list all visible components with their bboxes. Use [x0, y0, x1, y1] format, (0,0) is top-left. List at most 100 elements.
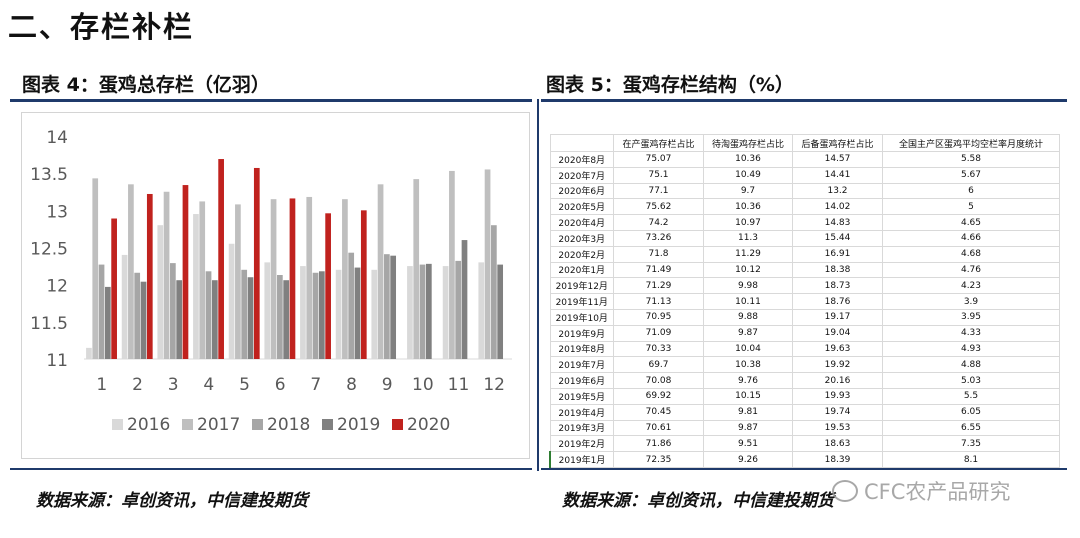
table-cell: 7.35 [882, 435, 1060, 453]
row-label: 2019年11月 [549, 293, 614, 310]
x-tick-label: 3 [168, 375, 179, 395]
table-cell: 20.16 [792, 372, 883, 389]
table-cell: 4.33 [882, 324, 1060, 342]
table-row: 2019年4月 70.45 9.81 19.74 6.05 [549, 403, 1060, 421]
row-label: 2019年6月 [549, 372, 614, 389]
table-cell: 10.38 [703, 356, 793, 374]
table-cell: 19.04 [792, 324, 883, 342]
row-label: 2020年5月 [549, 198, 614, 216]
column-header: 在产蛋鸡存栏占比 [613, 134, 704, 152]
x-tick-label: 2 [132, 375, 143, 395]
table-row: 2019年12月 71.29 9.98 18.73 4.23 [549, 277, 1060, 295]
bar-2017-2 [128, 184, 134, 359]
table-row: 2020年2月 71.8 11.29 16.91 4.68 [549, 245, 1060, 263]
legend-label-2016: 2016 [127, 415, 170, 435]
table-cell: 70.08 [613, 372, 704, 389]
table-row: 2019年11月 71.13 10.11 18.76 3.9 [549, 293, 1060, 310]
table-cell: 19.53 [792, 419, 883, 437]
bar-2018-5 [241, 269, 248, 359]
bar-2020-6 [289, 198, 296, 359]
table-cell: 73.26 [613, 229, 704, 247]
table-cell: 4.88 [882, 356, 1060, 374]
table-cell: 19.93 [792, 387, 883, 405]
table-row: 2019年6月 70.08 9.76 20.16 5.03 [549, 372, 1060, 389]
x-tick-label: 11 [448, 375, 470, 395]
y-tick-label: 13.5 [30, 165, 68, 185]
bar-2018-9 [384, 254, 390, 359]
table-cell: 10.49 [703, 166, 793, 184]
bottom-rule-left [10, 468, 532, 470]
section-title: 二、存栏补栏 [8, 10, 195, 44]
x-tick-label: 1 [96, 375, 107, 395]
table-cell: 10.04 [703, 340, 793, 358]
table-row: 2019年1月 72.35 9.26 18.39 8.1 [549, 451, 1060, 468]
top-rule-right [541, 99, 1067, 102]
y-tick-label: 11.5 [30, 314, 68, 334]
legend-swatch-2020 [392, 419, 403, 430]
table-row: 2019年8月 70.33 10.04 19.63 4.93 [549, 340, 1060, 358]
table-cell: 16.91 [792, 245, 883, 263]
table-cell: 3.95 [882, 308, 1060, 326]
bar-2019-6 [283, 280, 290, 359]
bar-2019-7 [318, 271, 325, 359]
bar-2020-8 [360, 210, 367, 359]
column-header: 后备蛋鸡存栏占比 [792, 134, 883, 152]
table-container: 在产蛋鸡存栏占比 待淘蛋鸡存栏占比 后备蛋鸡存栏占比 全国主产区蛋鸡平均空栏率月度统计… [549, 134, 1060, 468]
table-cell: 71.09 [613, 324, 704, 342]
table-row: 2020年4月 74.2 10.97 14.83 4.65 [549, 214, 1060, 231]
column-header: 全国主产区蛋鸡平均空栏率月度统计 [882, 134, 1060, 152]
table-cell: 5.5 [882, 387, 1060, 405]
bar-2020-7 [325, 213, 331, 359]
bar-2016-5 [228, 243, 235, 359]
bar-2016-11 [442, 266, 449, 359]
x-tick-label: 9 [382, 375, 393, 395]
bar-2016-6 [264, 262, 271, 359]
table-cell: 69.7 [613, 356, 704, 374]
x-tick-label: 8 [346, 375, 357, 395]
table-cell: 6 [882, 182, 1060, 200]
figure5-title: 图表 5：蛋鸡存栏结构（%） [546, 74, 794, 96]
legend-swatch-2019 [322, 419, 333, 430]
bar-2020-4 [218, 159, 224, 359]
legend-label-2019: 2019 [337, 415, 380, 435]
table-row: 2019年9月 71.09 9.87 19.04 4.33 [549, 324, 1060, 342]
table-cell: 71.13 [613, 293, 704, 310]
table-cell: 70.33 [613, 340, 704, 358]
table-cell: 75.1 [613, 166, 704, 184]
table-cell: 14.02 [792, 198, 883, 216]
column-divider [537, 99, 539, 471]
bar-2017-8 [342, 199, 348, 359]
top-rule-left [10, 99, 532, 102]
table-cell: 8.1 [882, 451, 1060, 468]
row-label: 2019年4月 [549, 403, 614, 421]
table-cell: 70.61 [613, 419, 704, 437]
table-cell: 70.95 [613, 308, 704, 326]
row-label: 2020年1月 [549, 261, 614, 279]
table-cell: 14.83 [792, 214, 883, 231]
table-cell: 4.68 [882, 245, 1060, 263]
table-cell: 18.38 [792, 261, 883, 279]
table-cell: 4.93 [882, 340, 1060, 358]
table-cell: 77.1 [613, 182, 704, 200]
x-tick-label: 12 [483, 375, 505, 395]
y-tick-label: 12 [46, 277, 68, 297]
table-cell: 9.26 [703, 451, 793, 468]
bar-2018-3 [170, 263, 176, 359]
bar-2017-1 [92, 178, 99, 359]
table-cell: 18.63 [792, 435, 883, 453]
bar-2016-12 [478, 262, 485, 359]
bar-2016-3 [157, 225, 164, 359]
bar-2018-8 [348, 252, 355, 359]
table-cell: 6.05 [882, 403, 1060, 421]
legend-swatch-2018 [252, 419, 263, 430]
bar-2017-4 [199, 201, 206, 359]
table-row: 2020年3月 73.26 11.3 15.44 4.66 [549, 229, 1060, 247]
table-cell: 19.17 [792, 308, 883, 326]
row-label: 2020年2月 [549, 245, 614, 263]
bar-2019-11 [461, 240, 468, 359]
table-row: 2020年6月 77.1 9.7 13.2 6 [549, 182, 1060, 200]
bar-2019-12 [497, 264, 504, 359]
table-cell: 19.74 [792, 403, 883, 421]
watermark: CFC农产品研究 [832, 476, 1010, 506]
